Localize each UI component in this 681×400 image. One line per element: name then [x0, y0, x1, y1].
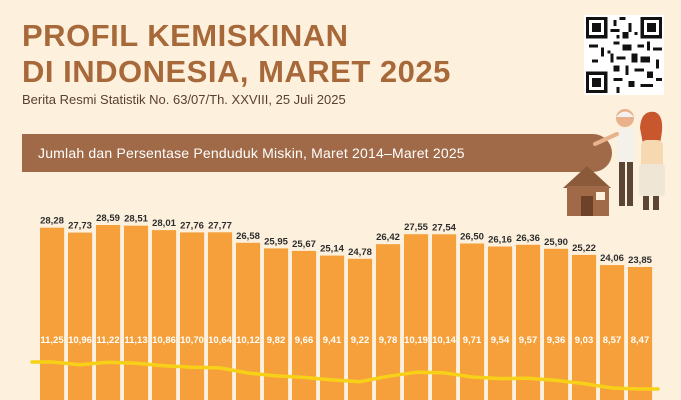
bar-17 [516, 244, 541, 400]
percent-label-5: 10,70 [180, 335, 204, 346]
bar-10 [320, 255, 345, 400]
page-title: PROFIL KEMISKINAN DI INDONESIA, MARET 20… [22, 18, 542, 90]
count-label-12: 26,42 [376, 232, 400, 243]
bar-21 [628, 267, 653, 400]
count-label-15: 26,50 [460, 232, 484, 243]
percentage-trend-line [30, 360, 660, 391]
bar-4 [152, 230, 177, 400]
bar-5 [180, 232, 205, 400]
percent-label-6: 10,64 [208, 335, 232, 346]
bar-2 [96, 225, 121, 400]
bar-1 [68, 232, 93, 400]
title-line-2: DI INDONESIA, MARET 2025 [22, 54, 451, 89]
bar-18 [544, 248, 569, 400]
percent-label-7: 10,12 [236, 335, 260, 346]
count-label-6: 27,77 [208, 220, 232, 231]
elderly-couple-house-illustration [563, 109, 665, 216]
bar-0 [40, 227, 65, 400]
count-label-11: 24,78 [348, 247, 372, 258]
count-label-19: 25,22 [572, 243, 596, 254]
percent-label-18: 9,36 [547, 335, 566, 346]
bar-3 [124, 225, 149, 400]
count-label-7: 26,58 [236, 231, 260, 242]
count-label-4: 28,01 [152, 218, 176, 229]
qr-code-icon[interactable] [584, 15, 664, 95]
count-label-0: 28,28 [40, 216, 64, 227]
percent-label-8: 9,82 [267, 335, 286, 346]
bar-19 [572, 254, 597, 400]
count-label-5: 27,76 [180, 220, 204, 231]
bar-16 [488, 246, 513, 400]
count-label-3: 28,51 [124, 214, 148, 225]
percent-label-10: 9,41 [323, 335, 342, 346]
percent-label-2: 11,22 [96, 335, 119, 346]
poverty-bar-chart: 28,28 11,25 27,73 10,96 28,59 11,22 28,51 11,13… [30, 213, 660, 400]
title-line-1: PROFIL KEMISKINAN [22, 18, 349, 53]
percent-label-14: 10,14 [432, 335, 456, 346]
percent-label-20: 8,57 [603, 335, 622, 346]
percent-label-16: 9,54 [491, 335, 510, 346]
percent-label-11: 9,22 [351, 335, 370, 346]
count-label-18: 25,90 [544, 237, 568, 248]
subtitle: Berita Resmi Statistik No. 63/07/Th. XXV… [22, 92, 346, 107]
count-label-17: 26,36 [516, 233, 540, 244]
percent-label-19: 9,03 [575, 335, 594, 346]
bar-6 [208, 232, 233, 400]
count-label-20: 24,06 [600, 253, 624, 264]
count-label-9: 25,67 [292, 239, 316, 250]
percent-label-15: 9,71 [463, 335, 482, 346]
count-label-10: 25,14 [320, 244, 344, 255]
percent-label-3: 11,13 [124, 335, 147, 346]
bar-15 [460, 243, 485, 400]
count-label-2: 28,59 [96, 213, 120, 224]
bar-9 [292, 250, 317, 400]
bar-20 [600, 265, 625, 400]
bar-7 [236, 242, 261, 400]
count-label-1: 27,73 [68, 221, 92, 232]
percent-label-12: 9,78 [379, 335, 398, 346]
percent-label-1: 10,96 [68, 335, 92, 346]
percent-label-0: 11,25 [40, 335, 64, 346]
percent-label-17: 9,57 [519, 335, 538, 346]
chart-title-banner: Jumlah dan Persentase Penduduk Miskin, M… [22, 134, 612, 172]
percent-label-13: 10,19 [404, 335, 428, 346]
bar-11 [348, 258, 373, 400]
count-label-8: 25,95 [264, 236, 288, 247]
banner-title: Jumlah dan Persentase Penduduk Miskin, M… [38, 145, 465, 161]
percent-label-21: 8,47 [631, 335, 650, 346]
count-label-21: 23,85 [628, 255, 652, 266]
count-label-16: 26,16 [488, 235, 512, 246]
count-label-13: 27,55 [404, 222, 428, 233]
percent-label-4: 10,86 [152, 335, 176, 346]
count-label-14: 27,54 [432, 222, 456, 233]
percent-label-9: 9,66 [295, 335, 314, 346]
